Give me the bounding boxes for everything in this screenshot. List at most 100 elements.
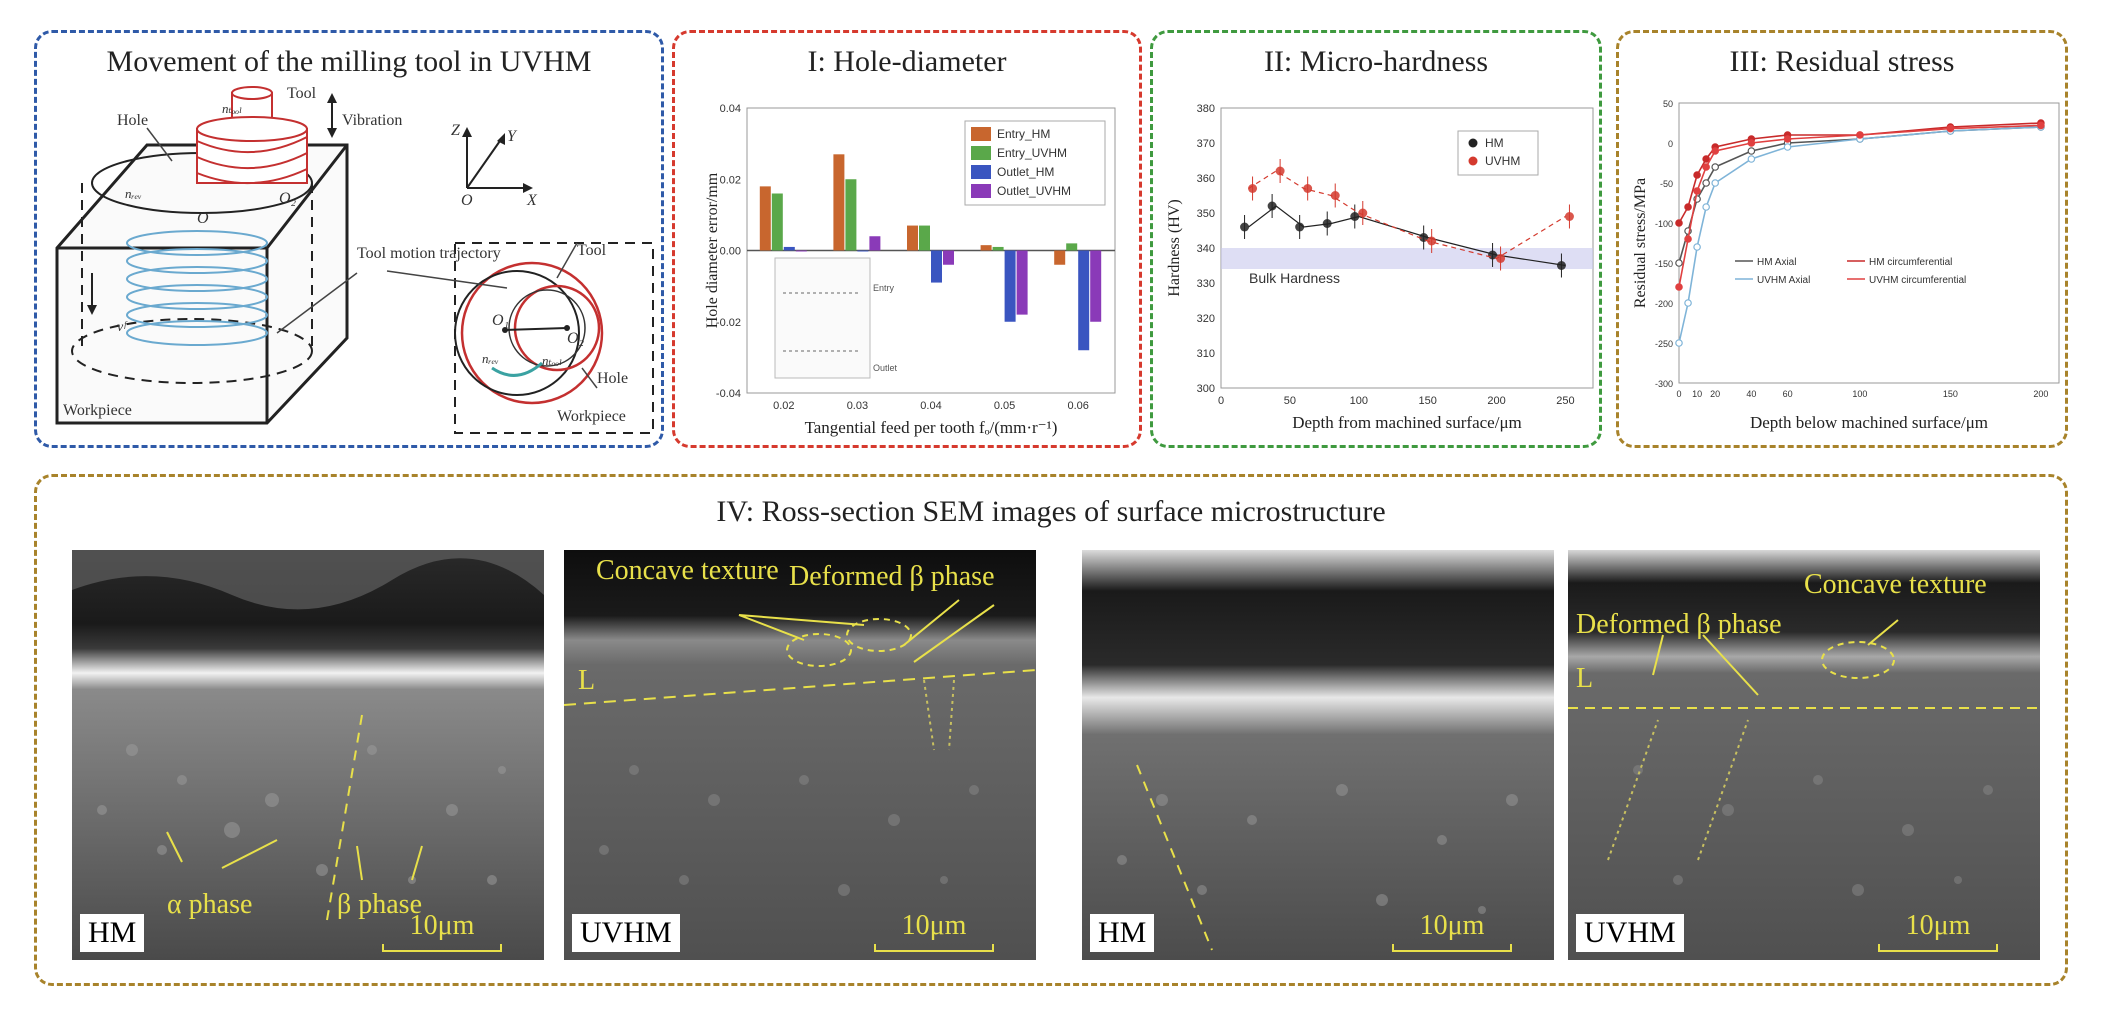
data-point (1783, 135, 1792, 143)
sem-texture-3 (1082, 550, 1554, 960)
data-point (1702, 203, 1710, 211)
bulk-band (1221, 248, 1593, 269)
data-point (1556, 261, 1566, 270)
scale-bar: 10μm (382, 910, 502, 952)
y-tick-label: -0.02 (716, 317, 741, 329)
series-line (1678, 126, 2041, 344)
y-tick-label: 0.04 (720, 103, 741, 115)
deformed-beta-label: Deformed β phase (1576, 609, 1782, 640)
x-axis-label: Depth from machined surface/μm (1292, 413, 1522, 432)
y-tick-label: -100 (1655, 219, 1673, 229)
axis-origin: O (461, 192, 473, 209)
bar (980, 245, 992, 251)
data-point (1427, 236, 1437, 246)
legend-label: HM (1485, 136, 1504, 150)
y-tick-label: -300 (1655, 379, 1673, 389)
micro-hardness-title: II: Micro-hardness (1263, 45, 1489, 78)
movement-panel: Movement of the milling tool in UVHM (34, 30, 664, 448)
sem-image-hm-2: HM 10μm (1082, 550, 1554, 960)
legend-label: Outlet_HM (997, 165, 1054, 179)
label-o1: O₁ (492, 312, 509, 329)
sem-tag: HM (1090, 914, 1155, 952)
legend-label: UVHM (1485, 154, 1520, 168)
data-point (1322, 219, 1332, 228)
data-point (1675, 339, 1683, 347)
y-tick-label: -0.04 (716, 388, 741, 400)
scale-bar-label: 10μm (409, 910, 475, 941)
bar (869, 236, 881, 251)
x-tick-label: 0.04 (920, 400, 941, 412)
x-tick-label: 20 (1710, 389, 1720, 399)
data-point (1747, 147, 1756, 155)
legend-swatch (971, 127, 991, 141)
data-point (1675, 219, 1683, 227)
x-tick-label: 10 (1692, 389, 1702, 399)
line-l-label: L (578, 665, 596, 696)
scale-bar-label: 10μm (1905, 910, 1971, 941)
x-axis-label: Depth below machined surface/μm (1750, 413, 1988, 432)
bar (1004, 250, 1016, 322)
bar (771, 193, 783, 251)
x-tick-label: 250 (1556, 395, 1574, 407)
x-tick-label: 200 (2033, 389, 2048, 399)
data-point (1702, 155, 1710, 163)
label-workpiece-inset: Workpiece (557, 408, 626, 425)
concave-texture-label: Concave texture (596, 555, 779, 586)
x-tick-label: 100 (1350, 395, 1368, 407)
x-tick-label: 0 (1218, 395, 1224, 407)
x-tick-label: 150 (1418, 395, 1436, 407)
y-tick-label: 310 (1197, 348, 1215, 360)
legend-label: HM circumferential (1869, 257, 1952, 268)
axis-y: Y (507, 128, 518, 145)
sem-tag: UVHM (572, 914, 680, 952)
concave-texture-label: Concave texture (1804, 569, 1987, 600)
data-point (1358, 208, 1368, 218)
data-point (1711, 179, 1719, 187)
bar (1090, 250, 1102, 322)
label-vibration: Vibration (342, 112, 402, 129)
x-tick-label: 100 (1852, 389, 1867, 399)
label-workpiece: Workpiece (63, 402, 132, 419)
y-axis-label: Residual stress/MPa (1632, 178, 1649, 308)
legend-label: Entry_UVHM (997, 146, 1067, 160)
y-tick-label: 300 (1197, 383, 1215, 395)
micro-hardness-panel: II: Micro-hardness Bulk Hardness 380 370 36… (1150, 30, 1602, 448)
data-point (1711, 147, 1719, 155)
y-tick-label: 340 (1197, 243, 1215, 255)
legend-box (1457, 130, 1539, 176)
y-tick-label: 370 (1197, 138, 1215, 150)
data-point (1330, 191, 1340, 200)
label-n-rev-inset: nᵣₑᵥ (482, 351, 499, 366)
bar (992, 246, 1004, 251)
bar (795, 250, 807, 252)
inset-entry-label: Entry (873, 283, 895, 293)
y-axis-label: Hole diameter error/mm (704, 172, 721, 328)
data-point (1295, 222, 1305, 232)
data-point (1350, 212, 1360, 221)
label-o-main: O (197, 210, 209, 227)
sem-texture-2 (564, 550, 1036, 960)
bar (919, 225, 930, 251)
data-point (1711, 163, 1719, 171)
axis-z: Z (451, 122, 461, 139)
label-n-tool-inset: nₜₒₒₗ (542, 353, 562, 368)
x-tick-label: 0.03 (847, 400, 868, 412)
data-point (1783, 143, 1792, 151)
x-tick-label: 0.02 (773, 400, 794, 412)
sem-texture-1 (72, 550, 544, 960)
data-point (1267, 201, 1277, 211)
label-n-rev: nᵣₑᵥ (125, 186, 142, 201)
residual-stress-title: III: Residual stress (1729, 45, 1955, 78)
legend-label: UVHM Axial (1757, 275, 1810, 286)
bar (759, 186, 771, 251)
legend-label: Entry_HM (997, 127, 1050, 141)
bar (845, 179, 857, 251)
legend-marker (1468, 138, 1478, 148)
label-tool-motion: Tool motion trajectory (357, 245, 501, 262)
y-tick-label: -150 (1655, 259, 1673, 269)
data-point (1684, 203, 1692, 211)
y-tick-label: 0.02 (720, 174, 741, 186)
scale-bar: 10μm (1392, 910, 1512, 952)
sem-tag: UVHM (1576, 914, 1684, 952)
x-tick-label: 200 (1487, 395, 1505, 407)
